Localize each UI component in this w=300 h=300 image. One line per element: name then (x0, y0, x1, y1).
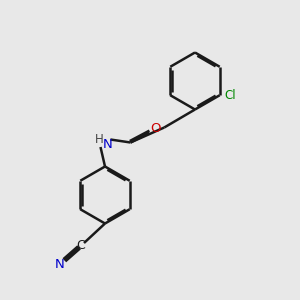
Text: Cl: Cl (224, 89, 236, 102)
Text: N: N (55, 258, 64, 271)
Text: H: H (95, 133, 103, 146)
Text: O: O (151, 122, 161, 136)
Text: N: N (103, 138, 112, 152)
Text: C: C (77, 239, 85, 252)
